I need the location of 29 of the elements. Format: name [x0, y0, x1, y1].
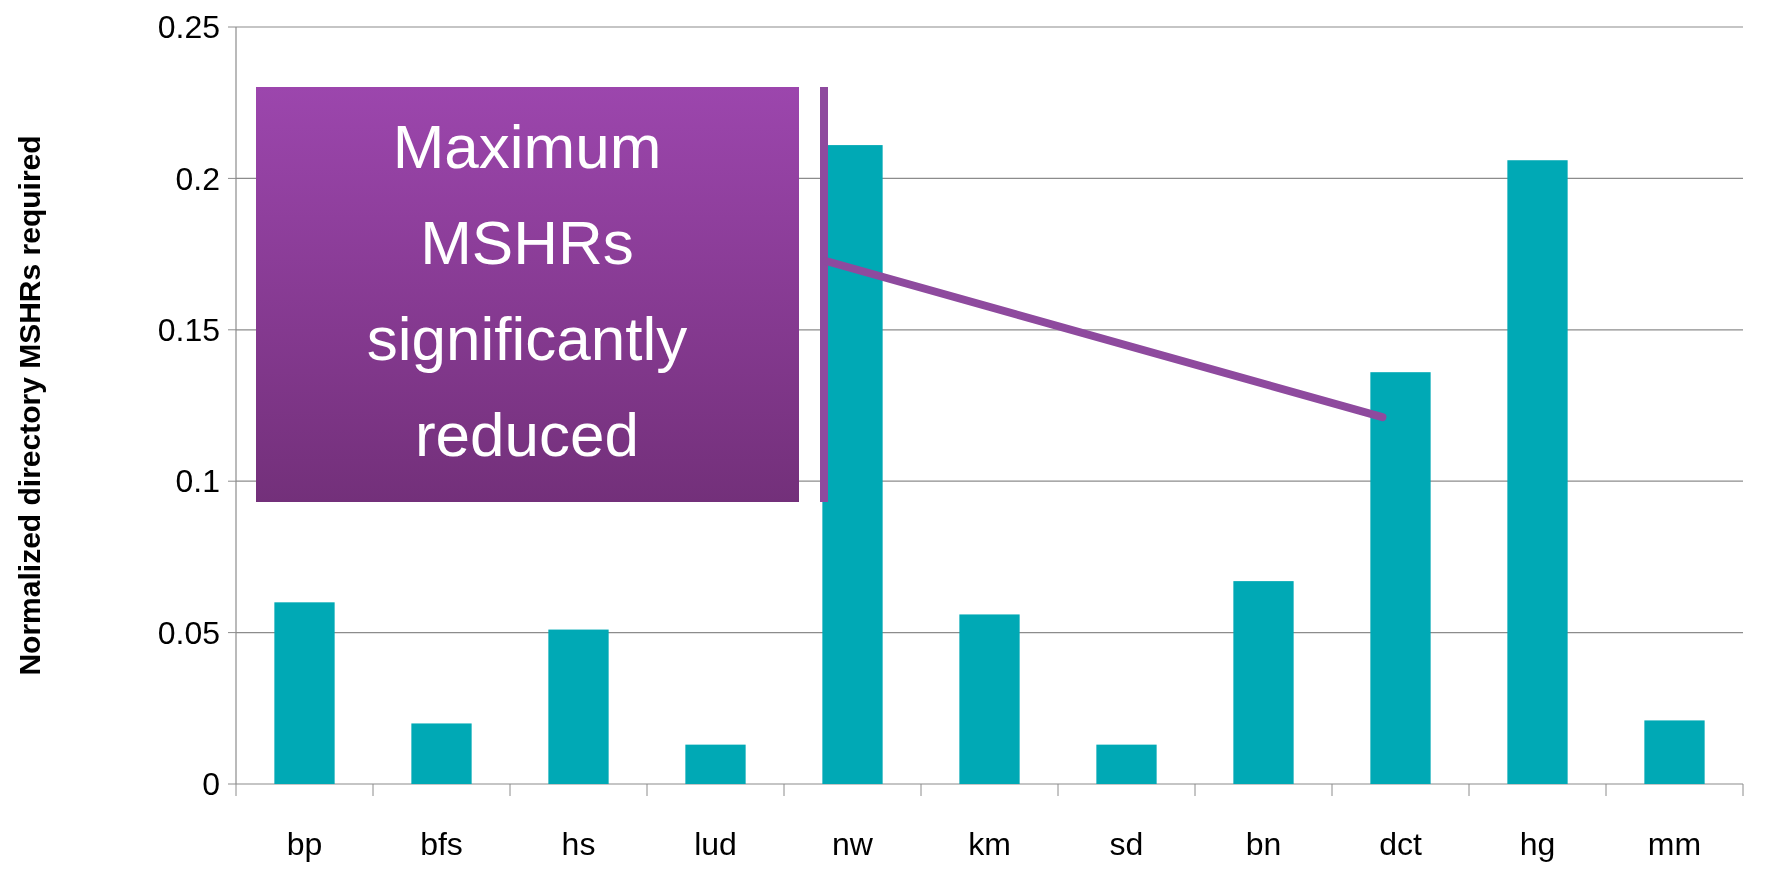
bar: [1233, 581, 1294, 784]
x-tick-label: lud: [694, 826, 737, 862]
x-tick-label: bp: [286, 826, 323, 862]
x-tick-label: sd: [1109, 826, 1144, 862]
bar: [959, 614, 1020, 784]
x-tick-label: dct: [1379, 826, 1422, 862]
bar: [274, 602, 335, 784]
bar: [548, 629, 609, 784]
y-tick-label: 0.1: [175, 463, 220, 500]
x-tick-label: bfs: [420, 826, 463, 862]
x-tick-label: hs: [561, 826, 596, 862]
bar: [411, 723, 472, 784]
x-tick-label: nw: [832, 826, 874, 862]
x-tick-label: mm: [1647, 826, 1702, 862]
bar: [1096, 744, 1157, 784]
annotation: Maximum MSHRs significantly reduced: [366, 112, 688, 469]
bar: [1370, 372, 1431, 784]
y-tick-label: 0.2: [175, 160, 220, 197]
x-tick-label: bn: [1245, 826, 1282, 862]
y-tick-label: 0.05: [157, 614, 220, 651]
y-axis-title: Normalized directory MSHRs required: [13, 135, 46, 676]
x-tick-label: hg: [1519, 826, 1556, 862]
bar: [1507, 160, 1568, 784]
x-tick-label: km: [968, 826, 1011, 862]
bar: [685, 744, 746, 784]
bar: [1644, 720, 1705, 784]
y-tick-label: 0.25: [157, 9, 220, 46]
y-tick-label: 0.15: [157, 312, 220, 348]
y-tick-label: 0: [202, 766, 220, 803]
